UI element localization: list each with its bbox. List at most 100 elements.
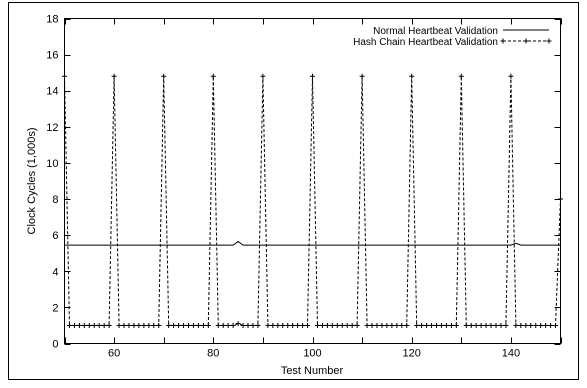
data-point-marker bbox=[215, 322, 221, 328]
data-point-marker bbox=[384, 322, 390, 328]
data-point-marker bbox=[81, 322, 87, 328]
data-point-marker bbox=[359, 73, 365, 79]
legend-marker bbox=[546, 38, 552, 44]
data-point-marker bbox=[151, 322, 157, 328]
figure-frame bbox=[8, 2, 579, 380]
axis-ticks: 60 80 100 120 140 0 2 4 6 8 10 12 14 16 18 bbox=[46, 14, 562, 360]
data-point-marker bbox=[86, 322, 92, 328]
data-point-marker bbox=[176, 322, 182, 328]
data-point-marker bbox=[553, 322, 559, 328]
data-point-marker bbox=[245, 322, 251, 328]
data-point-marker bbox=[186, 322, 191, 328]
data-point-marker bbox=[200, 322, 206, 328]
data-point-marker bbox=[334, 322, 340, 328]
y-tick-label: 12 bbox=[46, 122, 58, 134]
data-point-marker bbox=[305, 322, 311, 328]
data-point-marker bbox=[488, 322, 494, 328]
data-point-marker bbox=[389, 322, 395, 328]
data-point-marker bbox=[240, 322, 246, 328]
data-point-marker bbox=[478, 322, 484, 328]
data-point-marker bbox=[414, 322, 420, 328]
y-tick-label: 4 bbox=[52, 266, 58, 278]
data-point-marker bbox=[473, 322, 479, 328]
y-tick-label: 18 bbox=[46, 14, 58, 26]
data-point-marker bbox=[71, 322, 77, 328]
series-line-normal bbox=[64, 240, 561, 246]
data-point-marker bbox=[379, 322, 385, 328]
x-tick-label: 100 bbox=[303, 348, 321, 360]
data-point-marker bbox=[205, 322, 211, 328]
data-point-marker bbox=[96, 322, 102, 328]
data-point-marker bbox=[270, 322, 276, 328]
x-tick-label: 60 bbox=[108, 348, 120, 360]
data-point-marker bbox=[448, 322, 454, 328]
data-point-marker bbox=[190, 322, 196, 328]
data-point-marker bbox=[126, 322, 132, 328]
data-point-marker bbox=[111, 73, 117, 79]
y-tick-label: 0 bbox=[52, 339, 58, 351]
data-point-marker bbox=[538, 322, 544, 328]
data-point-marker bbox=[419, 322, 425, 328]
data-point-marker bbox=[374, 322, 380, 328]
data-point-marker bbox=[91, 322, 97, 328]
data-point-marker bbox=[225, 322, 231, 328]
x-tick-label: 140 bbox=[502, 348, 520, 360]
data-point-marker bbox=[533, 322, 539, 328]
data-point-marker bbox=[230, 322, 236, 328]
data-point-marker bbox=[434, 322, 439, 328]
data-point-marker bbox=[250, 322, 256, 328]
data-point-marker bbox=[483, 322, 489, 328]
y-tick-label: 2 bbox=[52, 302, 58, 314]
data-point-marker bbox=[329, 322, 335, 328]
data-point-marker bbox=[394, 322, 400, 328]
data-point-marker bbox=[106, 322, 112, 328]
data-point-marker bbox=[166, 322, 172, 328]
y-tick-label: 6 bbox=[52, 230, 58, 242]
data-point-marker bbox=[146, 322, 152, 328]
data-point-marker bbox=[181, 322, 187, 328]
data-point-marker bbox=[443, 322, 449, 328]
data-point-marker bbox=[260, 73, 266, 79]
data-point-marker bbox=[76, 322, 82, 328]
data-point-marker bbox=[468, 322, 474, 328]
data-point-marker bbox=[429, 322, 435, 328]
legend-marker bbox=[500, 38, 506, 44]
y-tick-label: 14 bbox=[46, 86, 58, 98]
data-point-marker bbox=[498, 322, 504, 328]
data-point-marker bbox=[458, 73, 464, 79]
data-point-marker bbox=[136, 322, 142, 328]
data-point-marker bbox=[409, 73, 415, 79]
data-point-marker bbox=[314, 322, 320, 328]
y-tick-label: 8 bbox=[52, 194, 58, 206]
data-point-marker bbox=[543, 322, 549, 328]
data-point-marker bbox=[131, 322, 137, 328]
data-point-marker bbox=[220, 322, 226, 328]
data-point-marker bbox=[438, 322, 444, 328]
data-point-marker bbox=[424, 322, 430, 328]
y-axis-label: Clock Cycles (1,000s) bbox=[26, 128, 38, 235]
data-point-marker bbox=[66, 322, 72, 328]
data-point-marker bbox=[344, 322, 350, 328]
data-point-marker bbox=[354, 322, 360, 328]
data-point-marker bbox=[116, 322, 122, 328]
data-point-marker bbox=[339, 322, 345, 328]
data-point-marker bbox=[399, 322, 405, 328]
series-line-hash-chain bbox=[64, 76, 561, 326]
data-point-marker bbox=[156, 322, 162, 328]
data-point-marker bbox=[503, 322, 509, 328]
data-point-marker bbox=[171, 322, 177, 328]
data-point-marker bbox=[463, 322, 469, 328]
data-point-marker bbox=[518, 322, 524, 328]
data-point-marker bbox=[349, 322, 355, 328]
data-point-marker bbox=[161, 73, 167, 79]
data-point-marker bbox=[319, 322, 325, 328]
data-point-marker bbox=[558, 196, 563, 202]
data-point-marker bbox=[265, 322, 271, 328]
data-point-marker bbox=[548, 322, 554, 328]
legend-label: Normal Heartbeat Validation bbox=[373, 26, 498, 37]
x-tick-label: 80 bbox=[207, 348, 219, 360]
data-series bbox=[62, 73, 563, 328]
data-point-marker bbox=[404, 322, 410, 328]
